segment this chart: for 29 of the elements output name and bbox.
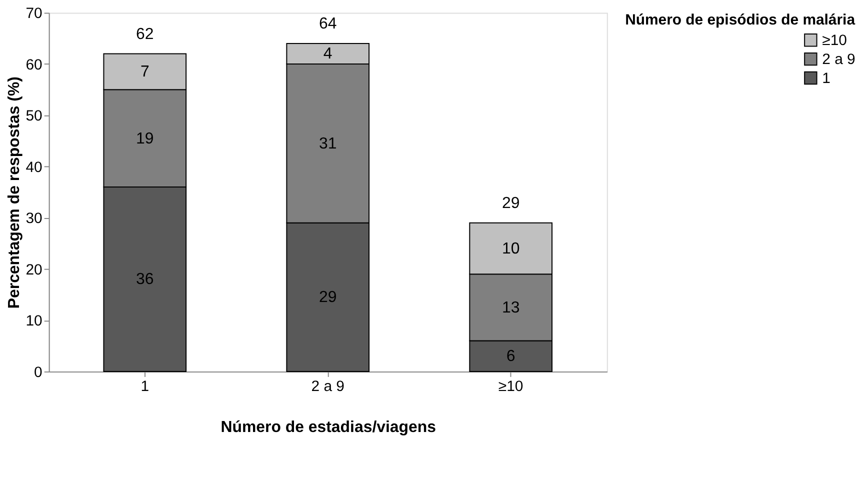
legend-label: 1 <box>822 70 830 87</box>
y-tick-label: 60 <box>26 56 42 74</box>
x-tick-label: 2 a 9 <box>311 378 344 395</box>
data-label: 31 <box>318 135 337 152</box>
legend-label: ≥10 <box>822 32 847 50</box>
data-label: 6 <box>506 348 516 366</box>
legend-title: Número de episódios de malária <box>625 12 856 29</box>
x-tick-label: ≥10 <box>498 378 524 395</box>
y-tick-label: 70 <box>26 5 42 22</box>
data-label: 13 <box>502 299 520 316</box>
data-label: 19 <box>136 130 154 148</box>
y-tick-label: 50 <box>26 108 42 125</box>
x-axis-title: Número de estadias/viagens <box>220 418 436 436</box>
data-label: 29 <box>318 289 337 306</box>
data-label: 36 <box>136 271 154 288</box>
y-tick-label: 10 <box>26 312 42 330</box>
x-tick-label: 1 <box>140 378 150 395</box>
y-tick-label: 20 <box>26 261 42 278</box>
legend-label: 2 a 9 <box>822 51 856 68</box>
y-tick-label: 40 <box>26 158 42 176</box>
data-label: 7 <box>140 64 150 81</box>
y-axis-title: Percentagem de respostas (%) <box>6 76 23 309</box>
total-label: 29 <box>502 194 520 212</box>
data-label: 4 <box>323 46 332 63</box>
y-tick-label: 30 <box>26 210 42 228</box>
total-label: 62 <box>136 26 154 43</box>
total-label: 64 <box>318 16 337 33</box>
y-tick-label: 0 <box>34 364 42 381</box>
data-label: 10 <box>502 240 520 258</box>
